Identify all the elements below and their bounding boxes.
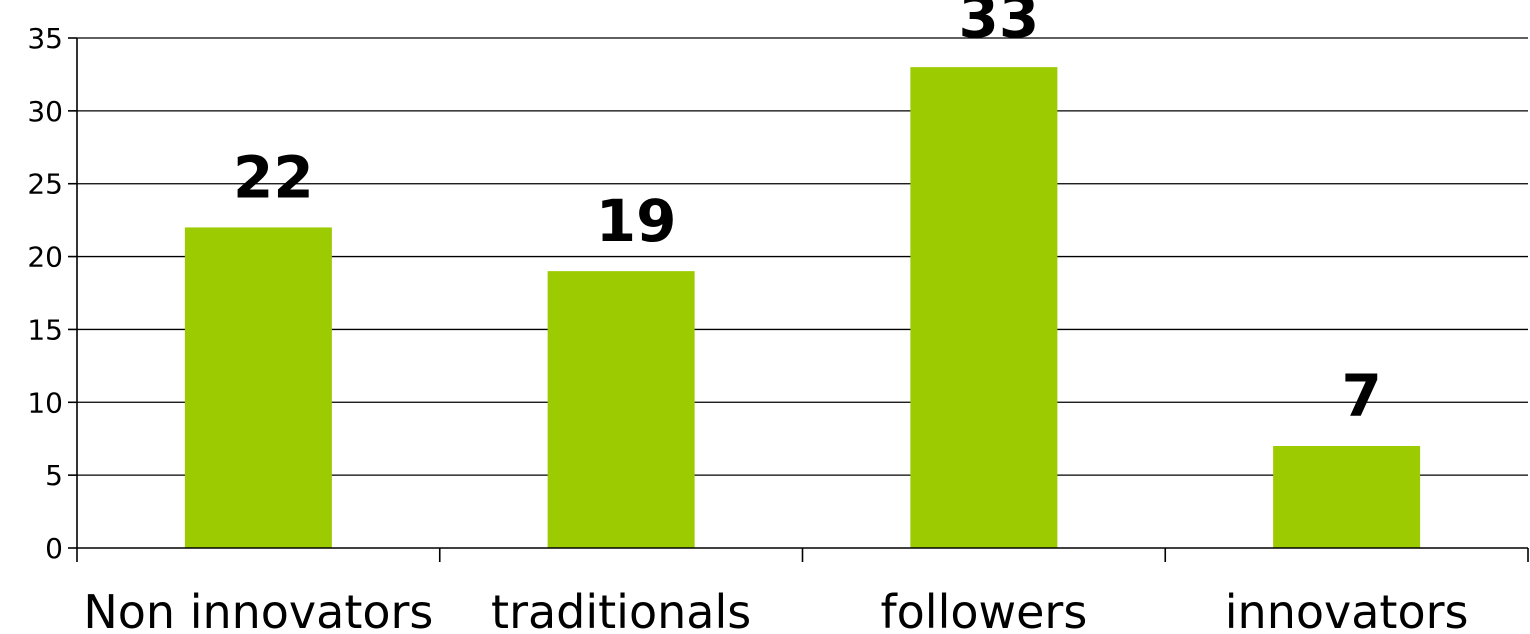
y-tick-label: 20 xyxy=(27,241,63,274)
data-label: 33 xyxy=(959,0,1040,51)
labels: 0 5 10 15 20 25 30 35 22 Non innovators 19 traditio… xyxy=(27,0,1468,634)
bar xyxy=(910,67,1058,549)
bar xyxy=(547,271,695,548)
x-tick-label: innovators xyxy=(1225,585,1469,634)
data-label: 22 xyxy=(233,143,314,211)
y-tick-label: 5 xyxy=(45,459,63,492)
x-tick-label: traditionals xyxy=(491,585,751,634)
data-label: 19 xyxy=(596,187,677,255)
y-tick-label: 25 xyxy=(27,168,63,201)
y-tick-label: 30 xyxy=(27,95,63,128)
y-tick-label: 10 xyxy=(27,386,63,419)
y-tick-label: 0 xyxy=(45,532,63,565)
x-tick-label: followers xyxy=(880,585,1087,634)
axes xyxy=(68,37,1529,562)
bar xyxy=(184,227,332,548)
bars xyxy=(184,67,1421,549)
y-tick-label: 15 xyxy=(27,313,63,346)
y-tick-label: 35 xyxy=(27,22,63,55)
data-label: 7 xyxy=(1341,362,1381,430)
x-tick-label: Non innovators xyxy=(83,585,433,634)
bar xyxy=(1273,446,1421,548)
